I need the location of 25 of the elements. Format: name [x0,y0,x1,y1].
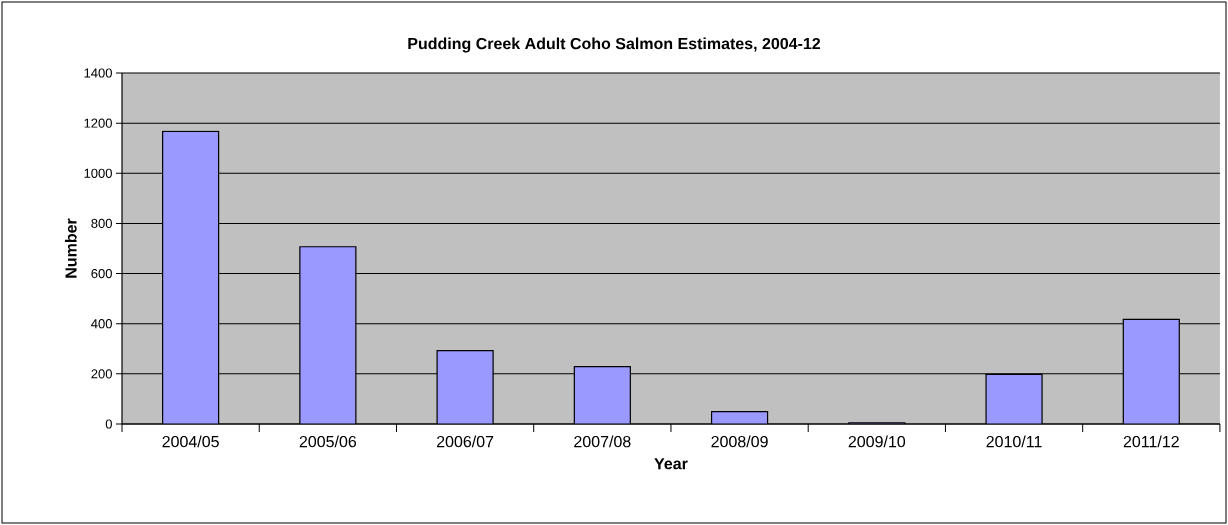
x-axis-title: Year [654,458,688,470]
x-tick-label: 2005/06 [299,435,357,448]
chart-title: Pudding Creek Adult Coho Salmon Estimates, 2004-12 [408,37,821,53]
bar [573,365,631,424]
bar [436,349,494,424]
y-tick-label: 400 [91,319,112,329]
y-tick-label: 800 [91,218,112,229]
y-tick-label: 0 [105,419,112,429]
y-tick-label: 1000 [84,168,112,178]
bar [985,373,1043,424]
x-tick-label: 2009/10 [848,435,906,448]
bar [162,130,220,424]
x-tick-label: 2007/08 [574,435,631,448]
x-tick-label: 2008/09 [711,435,768,448]
y-tick-label: 200 [91,369,112,379]
bar [299,246,357,424]
y-axis-title: Number [64,218,77,278]
y-tick-label: 600 [91,268,112,279]
bar [1122,318,1180,424]
x-tick-label: 2011/12 [1123,435,1179,448]
x-tick-label: 2004/05 [162,435,219,448]
y-tick-label: 1400 [84,68,112,78]
x-tick-label: 2006/07 [436,435,494,448]
y-tick-label: 1200 [84,118,112,128]
x-tick-label: 2010/11 [986,435,1042,448]
